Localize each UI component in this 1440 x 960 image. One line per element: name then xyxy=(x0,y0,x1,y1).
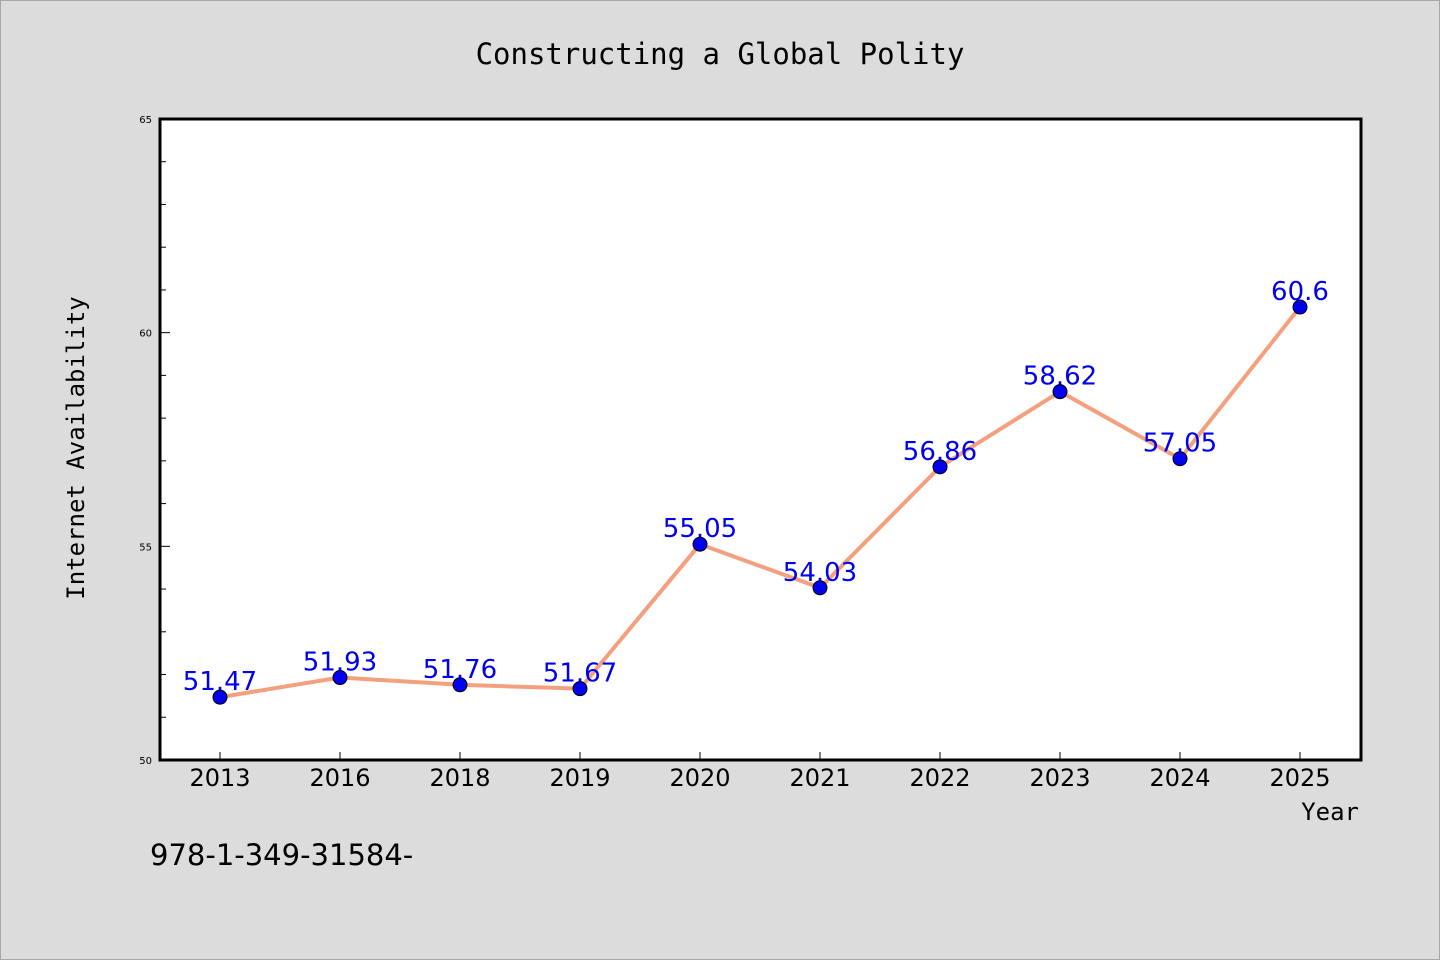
x-axis: 2013 2016 2018 2019 2020 2021 2022 2023 2024 2025 xyxy=(189,752,1331,792)
data-label: 55.05 xyxy=(663,514,737,544)
data-label: 51.47 xyxy=(183,667,257,697)
x-tick-label: 2020 xyxy=(669,764,730,792)
data-label: 51.76 xyxy=(423,655,497,685)
data-label: 51.93 xyxy=(303,648,377,678)
x-tick-label: 2023 xyxy=(1029,764,1090,792)
data-point xyxy=(932,459,948,475)
data-label: 57.05 xyxy=(1143,429,1217,459)
data-point xyxy=(332,670,348,686)
y-axis-label: Internet Availability xyxy=(62,296,90,599)
y-tick-label: 65 xyxy=(139,115,152,126)
x-tick-label: 2019 xyxy=(549,764,610,792)
x-tick-label: 2022 xyxy=(909,764,970,792)
data-label: 58.62 xyxy=(1023,362,1097,392)
data-point xyxy=(212,689,228,705)
x-axis-label: Year xyxy=(1301,798,1359,826)
series-polyline xyxy=(218,305,1302,700)
x-tick-label: 2024 xyxy=(1149,764,1210,792)
plot-area xyxy=(158,117,1363,762)
y-tick-label: 55 xyxy=(139,542,152,553)
data-point xyxy=(1172,451,1188,467)
data-point xyxy=(1052,384,1068,400)
series-line: 51.47 51.93 51.76 51.67 55.05 54.03 56.86 58.62… xyxy=(183,277,1329,705)
x-tick-label: 2018 xyxy=(429,764,490,792)
x-tick-label: 2016 xyxy=(309,764,370,792)
data-label: 54.03 xyxy=(783,558,857,588)
data-point xyxy=(572,681,588,697)
data-point xyxy=(812,580,828,596)
data-point xyxy=(692,536,708,552)
x-tick-label: 2021 xyxy=(789,764,850,792)
y-tick-label: 50 xyxy=(139,756,152,767)
data-point xyxy=(452,677,468,693)
data-label: 60.6 xyxy=(1271,277,1329,307)
footer-text: 978-1-349-31584- xyxy=(150,838,413,872)
data-point xyxy=(1292,299,1308,315)
data-label: 56.86 xyxy=(903,437,977,467)
y-axis: 50 55 60 65 xyxy=(139,115,170,767)
chart-title: Constructing a Global Polity xyxy=(476,37,965,71)
y-tick-label: 60 xyxy=(139,329,152,340)
x-tick-label: 2013 xyxy=(189,764,250,792)
data-label: 51.67 xyxy=(543,659,617,689)
x-tick-label: 2025 xyxy=(1269,764,1330,792)
